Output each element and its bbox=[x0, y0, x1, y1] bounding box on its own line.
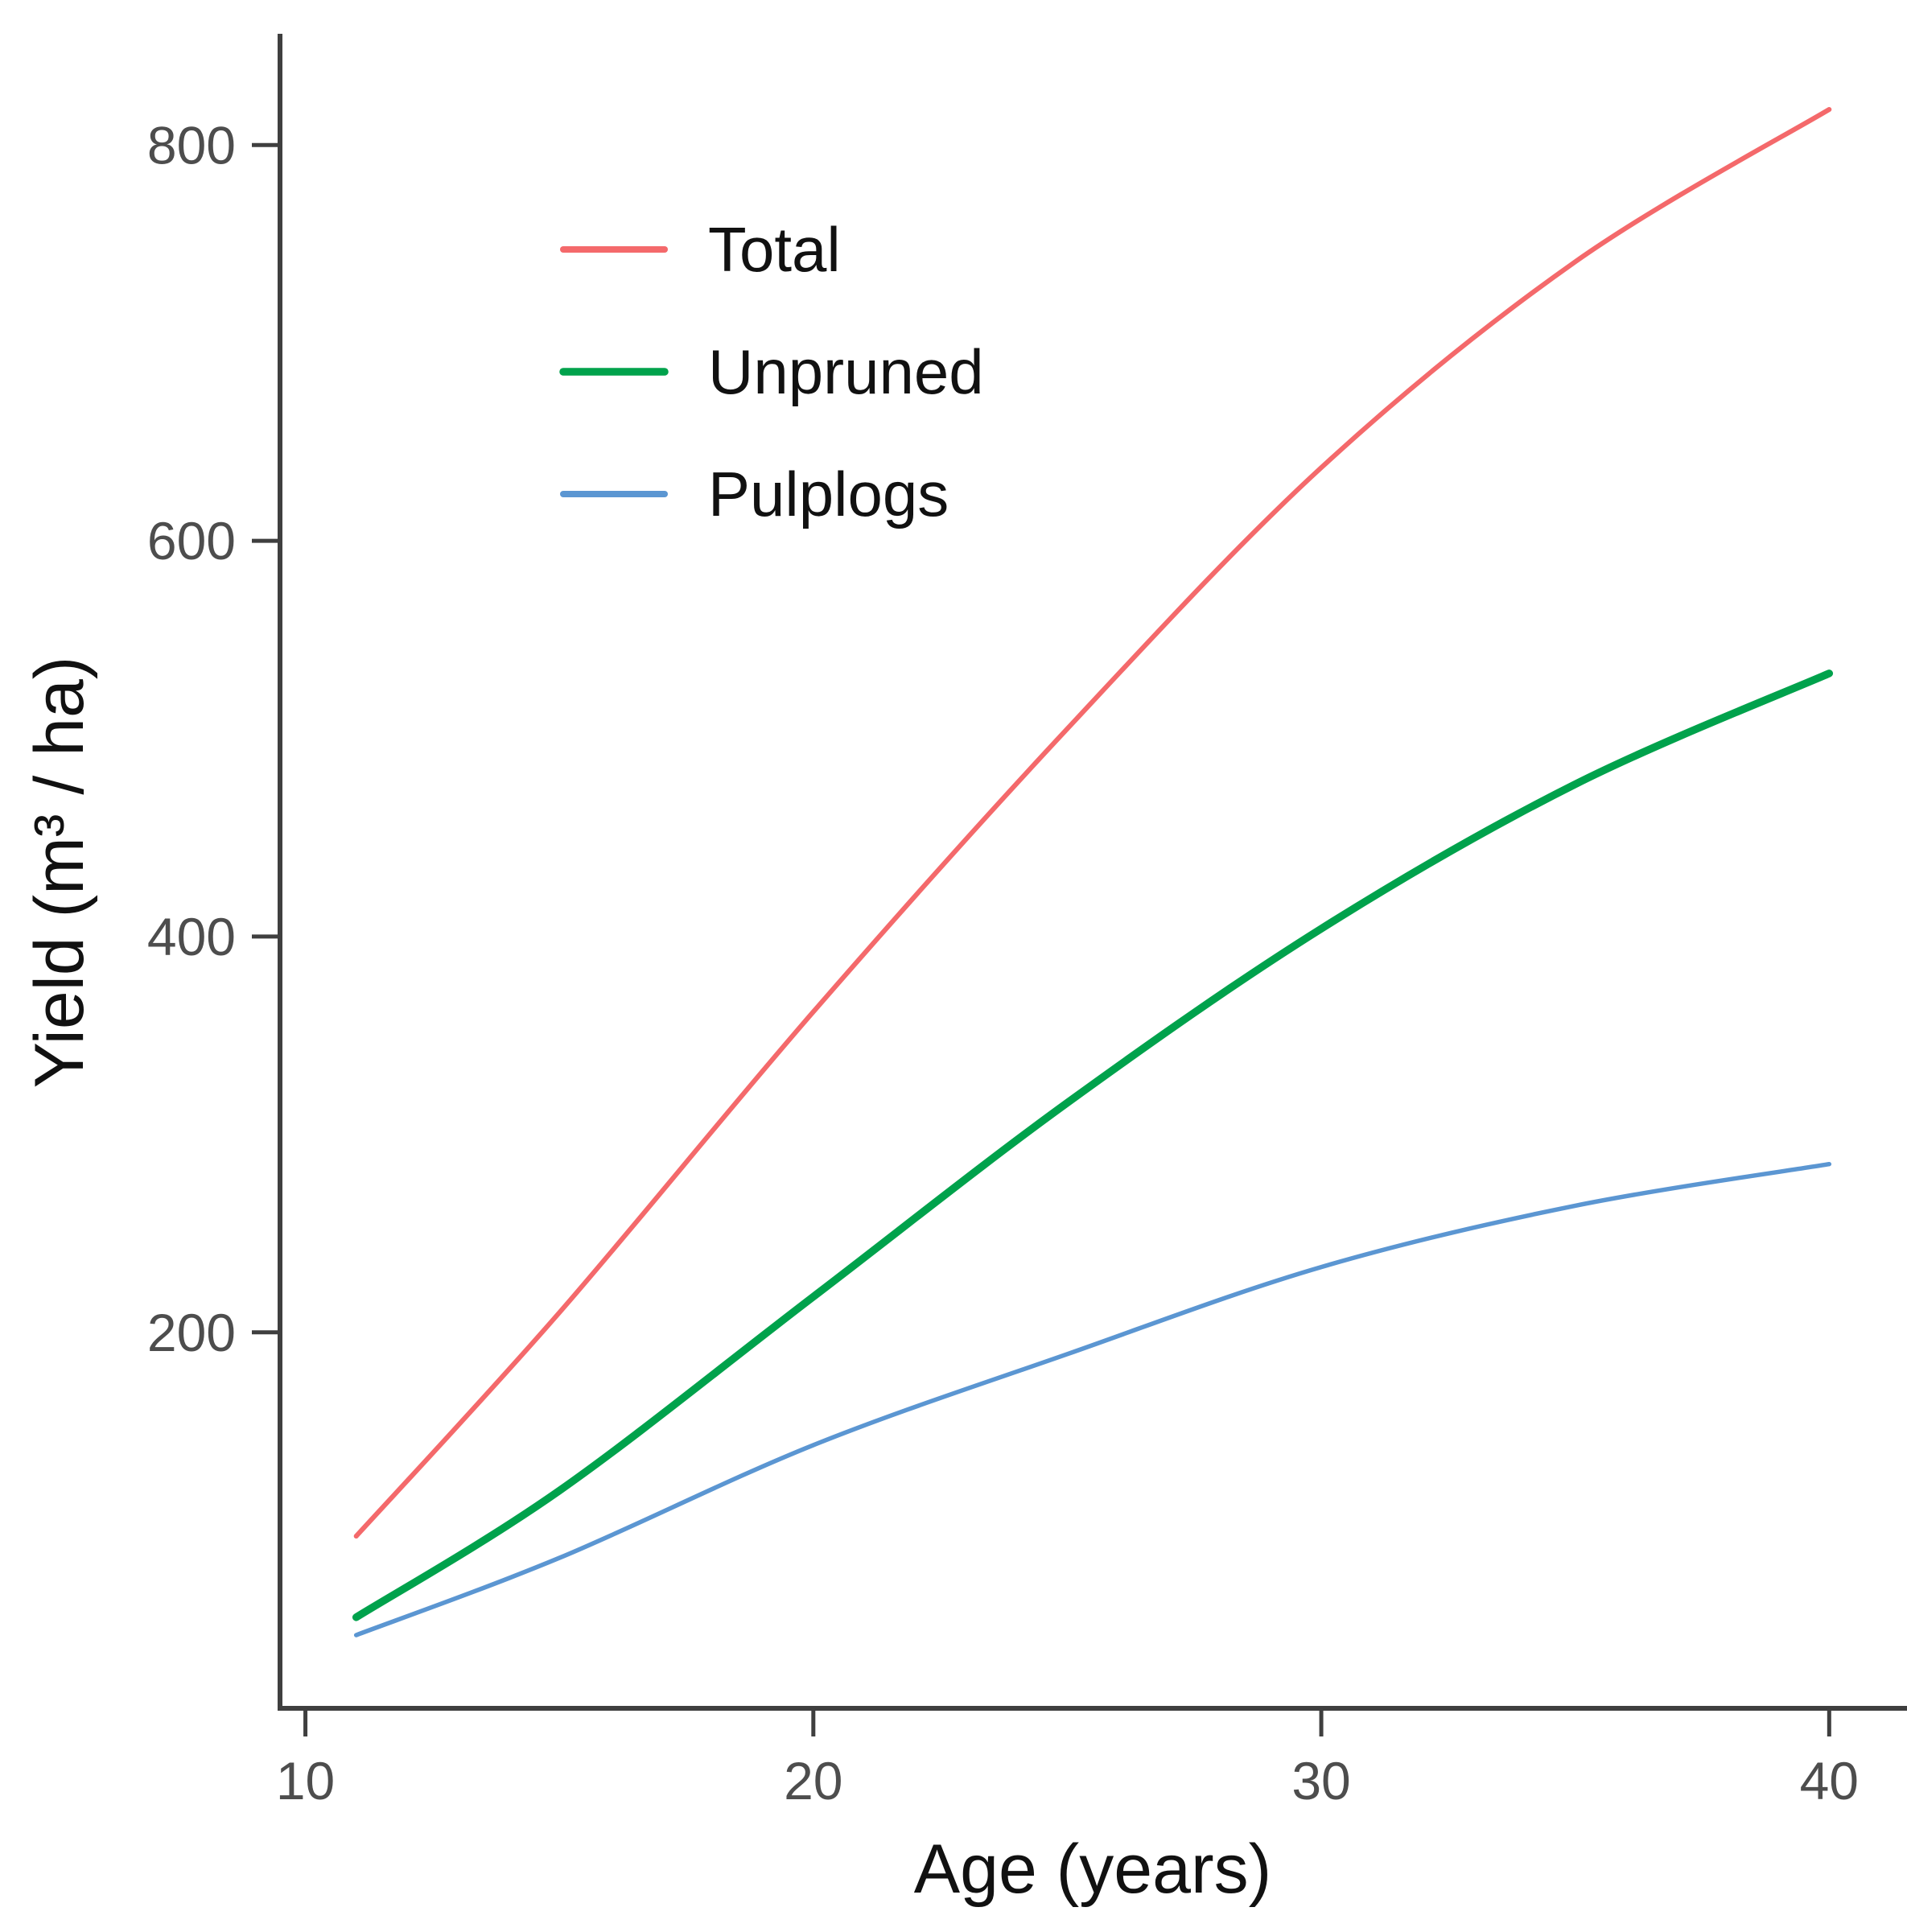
legend-label-pulplogs: Pulplogs bbox=[708, 459, 949, 529]
y-tick-label: 200 bbox=[147, 1303, 236, 1362]
x-axis-ticks: 10 20 30 40 bbox=[276, 1708, 1859, 1810]
series-line-unpruned bbox=[352, 669, 1834, 1621]
x-axis-title: Age (years) bbox=[914, 1831, 1272, 1908]
x-tick-label: 40 bbox=[1800, 1751, 1859, 1810]
y-tick-label: 400 bbox=[147, 907, 236, 966]
x-tick-label: 10 bbox=[276, 1751, 335, 1810]
legend-label-unpruned: Unpruned bbox=[708, 336, 984, 407]
legend-label-total: Total bbox=[708, 214, 841, 285]
y-tick-label: 800 bbox=[147, 115, 236, 175]
legend-item-total: Total bbox=[560, 214, 841, 285]
y-axis-ticks: 200 400 600 800 bbox=[147, 115, 280, 1362]
y-axis-title: Yield (m³ / ha) bbox=[21, 657, 98, 1089]
legend: Total Unpruned Pulplogs bbox=[559, 214, 984, 529]
series-line-pulplogs bbox=[353, 1161, 1832, 1637]
legend-item-unpruned: Unpruned bbox=[559, 336, 984, 407]
legend-item-pulplogs: Pulplogs bbox=[560, 459, 949, 529]
series-line-total bbox=[353, 107, 1832, 1539]
y-tick-label: 600 bbox=[147, 511, 236, 571]
x-tick-label: 20 bbox=[784, 1751, 842, 1810]
x-tick-label: 30 bbox=[1291, 1751, 1350, 1810]
series-lines bbox=[352, 107, 1834, 1637]
